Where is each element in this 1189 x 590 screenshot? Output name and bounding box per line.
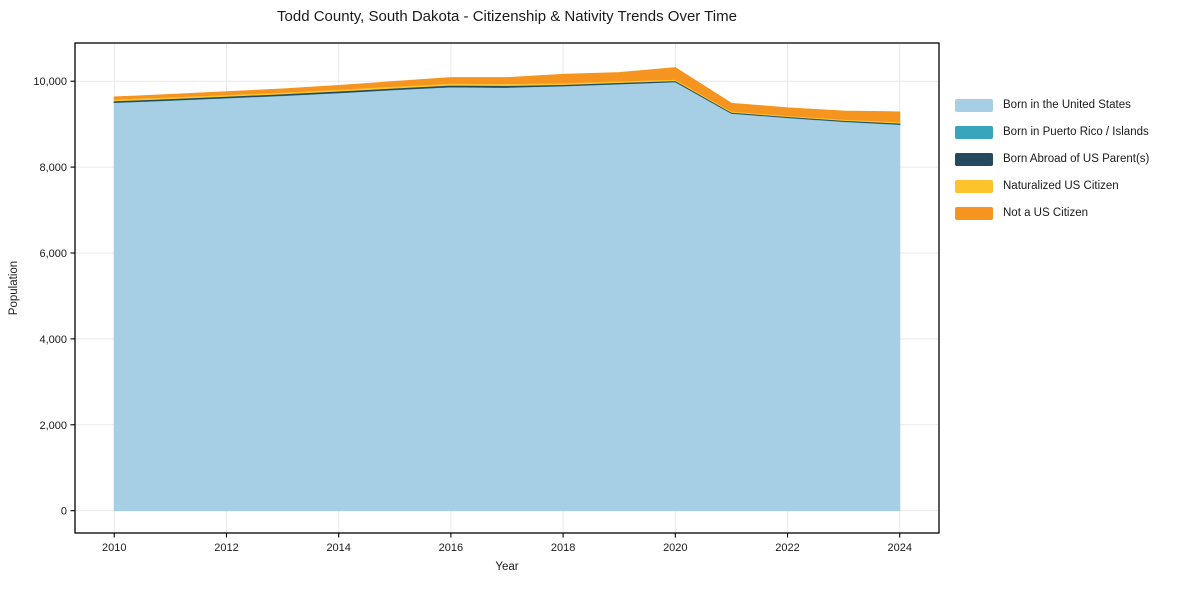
legend-label: Naturalized US Citizen [1003,180,1119,192]
legend-label: Not a US Citizen [1003,207,1089,219]
legend: Born in the United States Born in Puerto … [955,99,1149,234]
legend-swatch [955,180,993,193]
x-axis-label: Year [495,561,519,573]
y-tick-label: 0 [61,506,67,518]
legend-swatch [955,99,993,112]
legend-swatch [955,153,993,166]
plot-border [74,42,940,534]
x-tick-label: 2016 [439,542,463,554]
area-born-in-the-united-states [113,81,901,512]
area-not-a-us-citizen [113,67,901,123]
chart-title: Todd County, South Dakota - Citizenship … [277,8,737,25]
legend-item-naturalized-us-citizen: Naturalized US Citizen [955,180,1149,193]
x-tick-label: 2024 [887,542,911,554]
y-axis-label: Population [8,260,20,316]
legend-item-born-in-puerto-rico-islands: Born in Puerto Rico / Islands [955,126,1149,139]
y-tick-label: 2,000 [39,420,67,432]
x-tick-label: 2010 [102,542,126,554]
area-series-group [113,67,901,512]
legend-label: Born in the United States [1003,99,1131,111]
legend-item-born-in-the-united-states: Born in the United States [955,99,1149,112]
legend-label: Born Abroad of US Parent(s) [1003,153,1150,165]
x-tick-label: 2018 [551,542,575,554]
y-tick-label: 4,000 [39,334,67,346]
legend-swatch [955,207,993,220]
legend-item-born-abroad-of-us-parent-s: Born Abroad of US Parent(s) [955,153,1149,166]
y-tick-label: 10,000 [33,76,67,88]
x-tick-label: 2014 [326,542,350,554]
legend-swatch [955,126,993,139]
legend-label: Born in Puerto Rico / Islands [1003,126,1149,138]
axis-ticks: 2010 2012 2014 2016 2018 2020 2022 2024 0 2,000 4,… [33,76,912,554]
x-tick-label: 2022 [775,542,799,554]
legend-item-not-a-us-citizen: Not a US Citizen [955,207,1149,220]
y-tick-label: 6,000 [39,248,67,260]
x-tick-label: 2012 [214,542,238,554]
x-tick-label: 2020 [663,542,687,554]
y-tick-label: 8,000 [39,162,67,174]
